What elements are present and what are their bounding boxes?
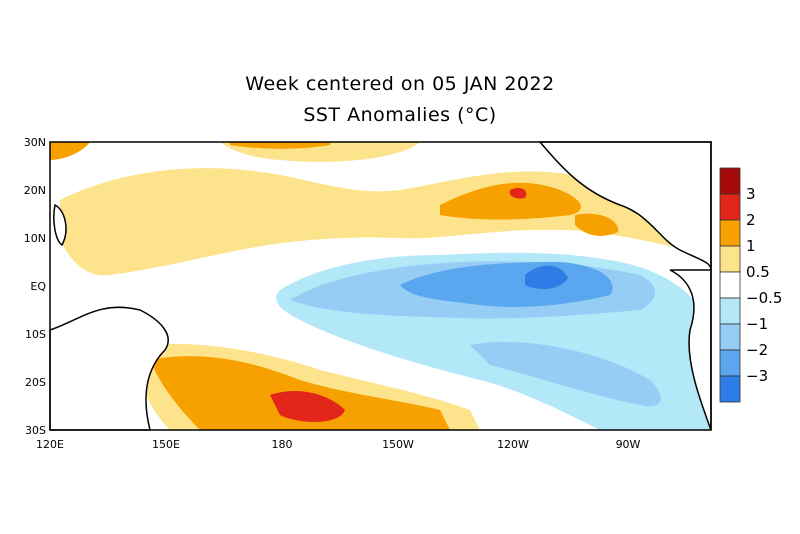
colorbar-swatch	[719, 271, 741, 299]
australia-new-guinea	[49, 306, 169, 431]
colorbar: 3 2 1 0.5 −0.5 −1 −2 −3	[719, 167, 782, 403]
lon-label: 150E	[152, 438, 180, 451]
colorbar-swatch	[719, 193, 741, 221]
lat-label: 10N	[24, 232, 46, 245]
lon-label: 180	[272, 438, 293, 451]
lon-label: 150W	[382, 438, 414, 451]
colorbar-label: 2	[746, 211, 756, 229]
colorbar-swatch	[719, 323, 741, 351]
philippines	[53, 203, 67, 247]
colorbar-swatch	[719, 349, 741, 377]
lon-label: 120W	[497, 438, 529, 451]
map-subtitle: SST Anomalies (°C)	[303, 104, 497, 126]
map-title: Week centered on 05 JAN 2022	[245, 73, 555, 95]
colorbar-swatch	[719, 167, 741, 195]
south-america	[669, 269, 712, 431]
colorbar-swatch	[719, 245, 741, 273]
colorbar-label: 3	[746, 185, 756, 203]
lat-label: 10S	[25, 328, 46, 341]
colorbar-label: 1	[746, 237, 756, 255]
lat-label: 30S	[25, 424, 46, 437]
lat-label: 20S	[25, 376, 46, 389]
longitude-labels: 120E 150E 180 150W 120W 90W	[36, 438, 641, 451]
colorbar-swatch	[719, 375, 741, 403]
central-america	[538, 141, 712, 271]
colorbar-swatch	[719, 219, 741, 247]
warm-core-north	[440, 182, 581, 220]
lon-label: 120E	[36, 438, 64, 451]
lat-label: 20N	[24, 184, 46, 197]
colorbar-label: −0.5	[746, 289, 782, 307]
colorbar-swatch	[719, 297, 741, 325]
colorbar-label: −1	[746, 315, 768, 333]
lat-label: 30N	[24, 136, 46, 149]
map-frame	[49, 141, 712, 431]
colorbar-label: 0.5	[746, 263, 770, 281]
lat-label: EQ	[30, 280, 46, 293]
colorbar-label: −2	[746, 341, 768, 359]
colorbar-label: −3	[746, 367, 768, 385]
lon-label: 90W	[616, 438, 641, 451]
landmass	[49, 141, 712, 431]
latitude-labels: 30N 20N 10N EQ 10S 20S 30S	[24, 136, 47, 437]
